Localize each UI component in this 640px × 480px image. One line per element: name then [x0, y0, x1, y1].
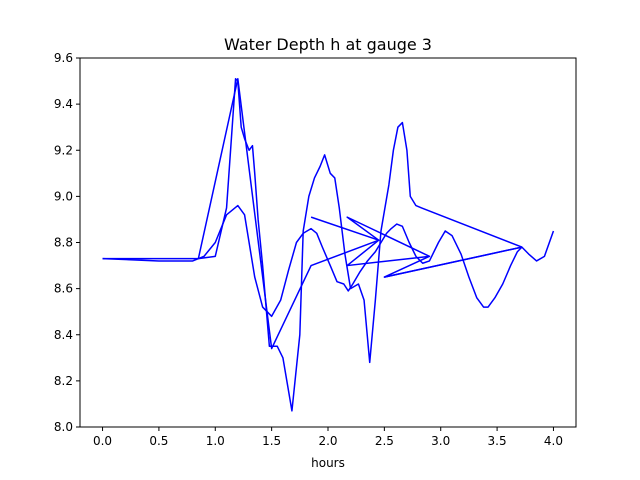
x-tick-label: 1.0	[206, 434, 225, 448]
y-tick-label: 8.6	[54, 282, 73, 296]
plot-frame	[79, 57, 577, 428]
x-tick-label: 3.0	[431, 434, 450, 448]
y-axis: 8.0 8.2 8.4 8.6 8.8 9.0 9.2 9.4 9.6	[54, 51, 80, 434]
y-tick-label: 9.4	[54, 97, 73, 111]
y-tick-label: 9.6	[54, 51, 73, 65]
y-tick-label: 8.8	[54, 236, 73, 250]
y-tick-label: 8.4	[54, 328, 73, 342]
x-axis: 0.0 0.5 1.0 1.5 2.0 2.5 3.0 3.5 4.0	[93, 427, 563, 448]
y-tick-label: 8.0	[54, 420, 73, 434]
series-line-1	[102, 78, 555, 412]
x-tick-label: 1.5	[262, 434, 281, 448]
x-tick-label: 2.5	[375, 434, 394, 448]
x-tick-label: 0.5	[149, 434, 168, 448]
y-tick-label: 8.2	[54, 374, 73, 388]
y-tick-label: 9.2	[54, 143, 73, 157]
chart-title: Water Depth h at gauge 3	[224, 35, 432, 54]
x-tick-label: 4.0	[544, 434, 563, 448]
x-axis-label: hours	[311, 456, 345, 470]
x-tick-label: 2.0	[318, 434, 337, 448]
y-tick-label: 9.0	[54, 189, 73, 203]
x-tick-label: 3.5	[488, 434, 507, 448]
series-line-4	[310, 216, 430, 267]
series-line-3	[197, 78, 523, 350]
series-line-5	[384, 246, 523, 278]
x-tick-label: 0.0	[93, 434, 112, 448]
series-line-2	[102, 204, 523, 318]
